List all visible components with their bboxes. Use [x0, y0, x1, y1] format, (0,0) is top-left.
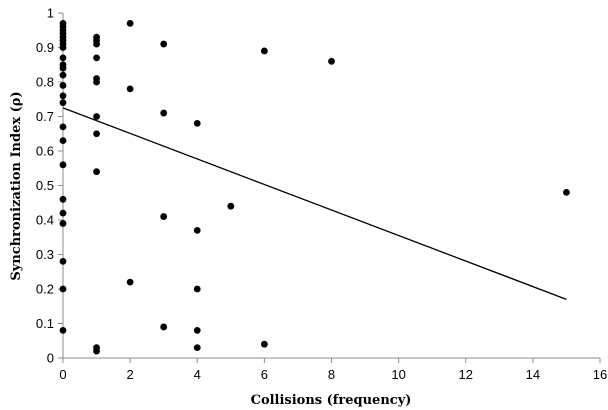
data-point: [260, 47, 268, 55]
data-point: [160, 40, 168, 48]
data-point: [59, 327, 67, 334]
x-axis-title: Collisions (frequency): [251, 393, 412, 408]
data-point: [93, 78, 100, 86]
data-point: [93, 347, 100, 355]
data-point: [93, 40, 100, 48]
data-point: [160, 323, 168, 331]
data-point: [193, 327, 201, 334]
y-tick-label: 0.8: [36, 75, 54, 90]
x-tick-label: 4: [194, 367, 201, 382]
data-points: [59, 19, 570, 355]
data-point: [126, 278, 134, 286]
x-tick-label: 8: [328, 367, 335, 382]
x-tick-label: 10: [391, 367, 405, 382]
y-tick-label: 0.5: [36, 178, 54, 193]
x-tick-label: 6: [261, 367, 268, 382]
data-point: [260, 340, 268, 348]
y-tick-label: 0.3: [36, 247, 54, 262]
data-point: [160, 213, 168, 220]
y-tick-label: 0.9: [36, 40, 54, 55]
y-tick-label: 0: [47, 351, 54, 366]
data-point: [59, 285, 67, 293]
x-tick-label: 14: [526, 367, 540, 382]
ticks: 0 2 4 6 8 10 12 14 16 0 0.1 0.2 0.3 0.4 0.5 0.6 0.7 0.8 0.…: [36, 6, 607, 383]
data-point: [193, 285, 201, 293]
data-point: [59, 209, 67, 217]
y-axis-title: Synchronization Index (ρ): [9, 91, 24, 280]
y-tick-label: 0.6: [36, 144, 54, 159]
x-tick-label: 2: [127, 367, 134, 382]
data-point: [93, 130, 100, 138]
data-point: [193, 344, 201, 352]
data-point: [59, 258, 67, 265]
y-tick-label: 0.1: [36, 316, 54, 331]
trendline: [62, 107, 567, 300]
data-point: [227, 202, 235, 210]
data-point: [93, 168, 100, 176]
data-point: [328, 57, 335, 65]
data-point: [59, 44, 67, 51]
data-point: [563, 189, 570, 196]
data-point: [126, 19, 134, 27]
data-point: [59, 137, 67, 145]
data-point: [193, 120, 201, 127]
data-point: [59, 99, 67, 107]
x-tick-label: 12: [459, 367, 473, 382]
y-tick-label: 0.4: [36, 213, 54, 228]
trendline-group: [62, 107, 567, 300]
x-tick-label: 16: [593, 367, 607, 382]
data-point: [59, 82, 67, 89]
data-point: [59, 123, 67, 131]
data-point: [93, 54, 100, 62]
axes: [62, 13, 600, 359]
data-point: [193, 226, 201, 234]
y-tick-label: 0.2: [36, 282, 54, 297]
y-tick-label: 0.7: [36, 109, 54, 124]
data-point: [126, 85, 134, 93]
data-point: [59, 71, 67, 79]
x-tick-label: 0: [59, 367, 66, 382]
data-point: [160, 109, 168, 117]
data-point: [59, 161, 67, 169]
data-point: [59, 195, 67, 203]
y-tick-label: 1: [47, 6, 54, 21]
data-point: [59, 92, 67, 100]
data-point: [59, 64, 67, 72]
data-point: [93, 113, 100, 120]
data-point: [59, 220, 67, 227]
data-point: [59, 54, 67, 62]
